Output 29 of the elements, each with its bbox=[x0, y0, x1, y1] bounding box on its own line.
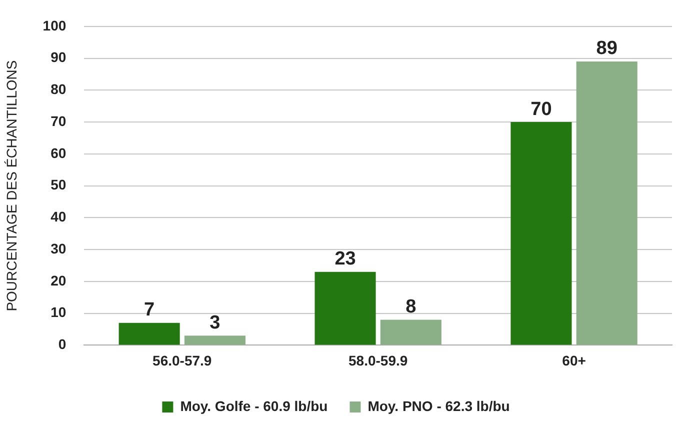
data-label: 70 bbox=[530, 98, 552, 120]
bar bbox=[380, 320, 442, 345]
x-tick-label: 60+ bbox=[562, 352, 586, 368]
y-tick-label: 70 bbox=[50, 112, 66, 129]
y-tick-label: 10 bbox=[50, 304, 66, 320]
data-label: 7 bbox=[144, 300, 155, 321]
x-tick-label: 56.0-57.9 bbox=[152, 352, 212, 368]
data-label: 23 bbox=[334, 248, 356, 270]
x-tick-label: 58.0-59.9 bbox=[348, 352, 408, 368]
y-tick-label: 60 bbox=[50, 144, 66, 161]
bar bbox=[314, 272, 376, 345]
y-axis-title: POURCENTAGE DES ÉCHANTILLONS bbox=[3, 60, 20, 312]
y-tick-label: 90 bbox=[50, 49, 66, 66]
y-tick-label: 40 bbox=[50, 208, 66, 225]
y-tick-label: 80 bbox=[50, 81, 66, 98]
bar bbox=[118, 322, 180, 345]
y-tick-label: 0 bbox=[58, 336, 66, 352]
bar bbox=[184, 336, 246, 345]
legend-label: Moy. Golfe - 60.9 lb/bu bbox=[180, 398, 328, 414]
bar bbox=[510, 122, 572, 345]
y-tick-label: 50 bbox=[50, 176, 66, 193]
legend-label: Moy. PNO - 62.3 lb/bu bbox=[368, 398, 510, 414]
data-label: 89 bbox=[596, 38, 618, 60]
y-tick-label: 100 bbox=[42, 17, 66, 34]
data-label: 3 bbox=[210, 312, 220, 334]
data-label: 8 bbox=[406, 296, 416, 318]
y-tick-label: 30 bbox=[50, 240, 66, 256]
y-tick-label: 20 bbox=[50, 272, 66, 288]
bar bbox=[576, 61, 638, 345]
